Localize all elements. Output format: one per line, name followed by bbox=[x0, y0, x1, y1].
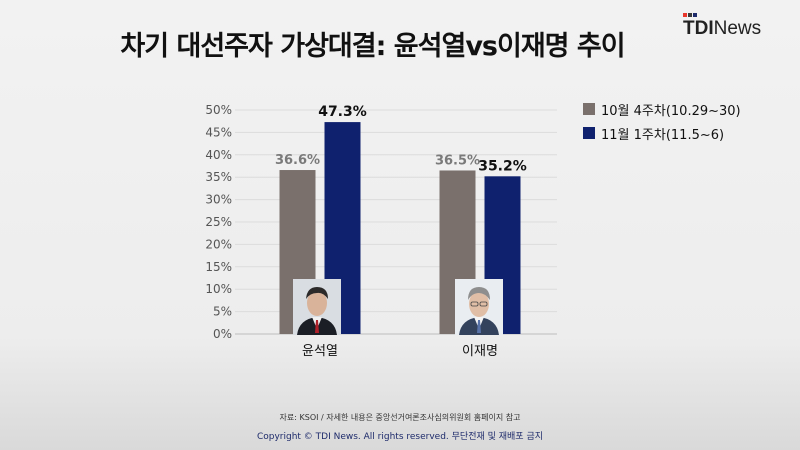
y-tick-label: 50% bbox=[205, 103, 232, 117]
y-tick-label: 5% bbox=[213, 305, 232, 319]
x-category-label: 이재명 bbox=[462, 344, 498, 359]
y-tick-label: 35% bbox=[205, 170, 232, 184]
y-tick-label: 25% bbox=[205, 215, 232, 229]
logo-bold: TDI bbox=[683, 18, 714, 39]
y-tick-label: 15% bbox=[205, 260, 232, 274]
copyright: Copyright © TDI News. All rights reserve… bbox=[256, 432, 544, 442]
legend-item-series2: 11월 1주차(11.5~6) bbox=[583, 124, 741, 143]
data-label: 36.6% bbox=[275, 153, 320, 168]
legend-label-series1: 10월 4주차(10.29~30) bbox=[601, 103, 741, 119]
y-tick-label: 10% bbox=[205, 282, 232, 296]
legend-label-series2: 11월 1주차(11.5~6) bbox=[601, 127, 725, 143]
data-label: 35.2% bbox=[478, 158, 527, 174]
y-tick-label: 0% bbox=[213, 327, 232, 341]
logo: TDINews bbox=[683, 18, 761, 40]
source-note: 자료: KSOI / 자세한 내용은 중앙선거여론조사심의위원회 홈페이지 참고 bbox=[279, 413, 521, 422]
legend-swatch-series2 bbox=[583, 127, 595, 139]
legend-swatch-series1 bbox=[583, 103, 595, 115]
photo-lee-icon bbox=[455, 279, 503, 335]
y-tick-label: 20% bbox=[205, 237, 232, 251]
x-category-label: 윤석열 bbox=[302, 344, 338, 359]
legend-item-series1: 10월 4주차(10.29~30) bbox=[583, 100, 741, 119]
photo-yoon-icon bbox=[293, 279, 341, 335]
data-label: 47.3% bbox=[318, 104, 367, 120]
chart-title: 차기 대선주자 가상대결: 윤석열vs이재명 추이 bbox=[120, 31, 625, 62]
y-tick-label: 45% bbox=[205, 125, 232, 139]
legend: 10월 4주차(10.29~30) 11월 1주차(11.5~6) bbox=[583, 100, 741, 148]
data-label: 36.5% bbox=[435, 153, 480, 168]
y-tick-label: 30% bbox=[205, 193, 232, 207]
logo-regular: News bbox=[713, 18, 762, 39]
logo-marks-icon bbox=[683, 13, 697, 17]
y-tick-label: 40% bbox=[205, 148, 232, 162]
